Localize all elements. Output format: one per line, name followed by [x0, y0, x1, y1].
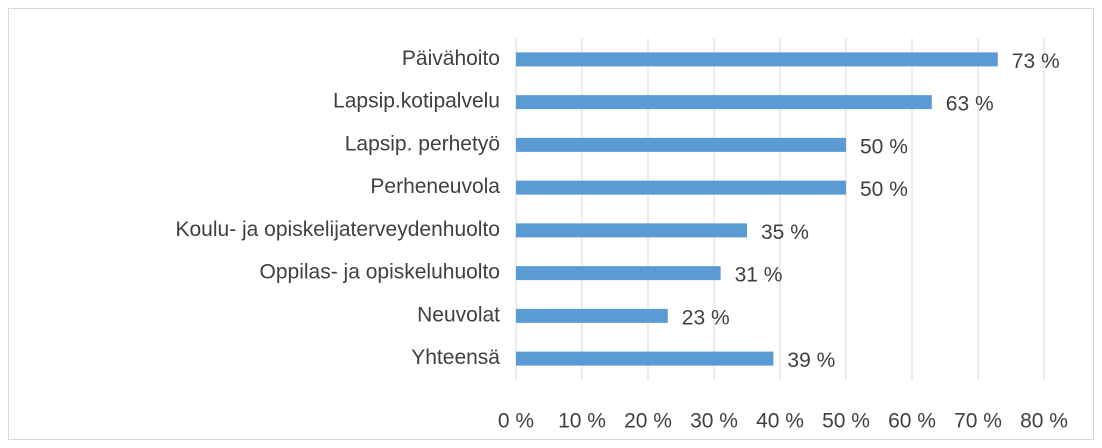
- y-tick-label: Lapsip. perhetyö: [345, 132, 500, 155]
- data-label: 35 %: [761, 221, 809, 244]
- bar: [516, 180, 846, 195]
- x-tick-label: 0 %: [498, 410, 534, 433]
- data-label: 73 %: [1012, 50, 1060, 73]
- x-tick-label: 60 %: [888, 410, 936, 433]
- bar: [516, 137, 846, 152]
- y-tick-label: Lapsip.kotipalvelu: [333, 90, 500, 113]
- x-tick-label: 20 %: [624, 410, 672, 433]
- bar: [516, 95, 932, 110]
- y-tick-label: Oppilas- ja opiskeluhuolto: [260, 261, 500, 284]
- bar: [516, 351, 774, 366]
- y-tick-label: Neuvolat: [417, 303, 500, 326]
- data-label: 31 %: [735, 264, 783, 287]
- bar: [516, 266, 721, 281]
- bar: [516, 223, 747, 238]
- bar: [516, 52, 998, 67]
- x-tick-label: 80 %: [1020, 410, 1068, 433]
- bar: [516, 308, 668, 323]
- y-tick-label: Koulu- ja opiskelijaterveydenhuolto: [175, 218, 500, 241]
- data-label: 63 %: [946, 93, 994, 116]
- x-tick-label: 10 %: [558, 410, 606, 433]
- data-label: 50 %: [860, 135, 908, 158]
- x-tick-label: 30 %: [690, 410, 738, 433]
- data-label: 39 %: [787, 349, 835, 372]
- data-label: 50 %: [860, 178, 908, 201]
- y-tick-label: Perheneuvola: [370, 175, 500, 198]
- y-tick-label: Päivähoito: [402, 47, 500, 70]
- x-tick-label: 40 %: [756, 410, 804, 433]
- y-tick-label: Yhteensä: [411, 346, 500, 369]
- data-label: 23 %: [682, 306, 730, 329]
- x-tick-label: 70 %: [954, 410, 1002, 433]
- x-tick-label: 50 %: [822, 410, 870, 433]
